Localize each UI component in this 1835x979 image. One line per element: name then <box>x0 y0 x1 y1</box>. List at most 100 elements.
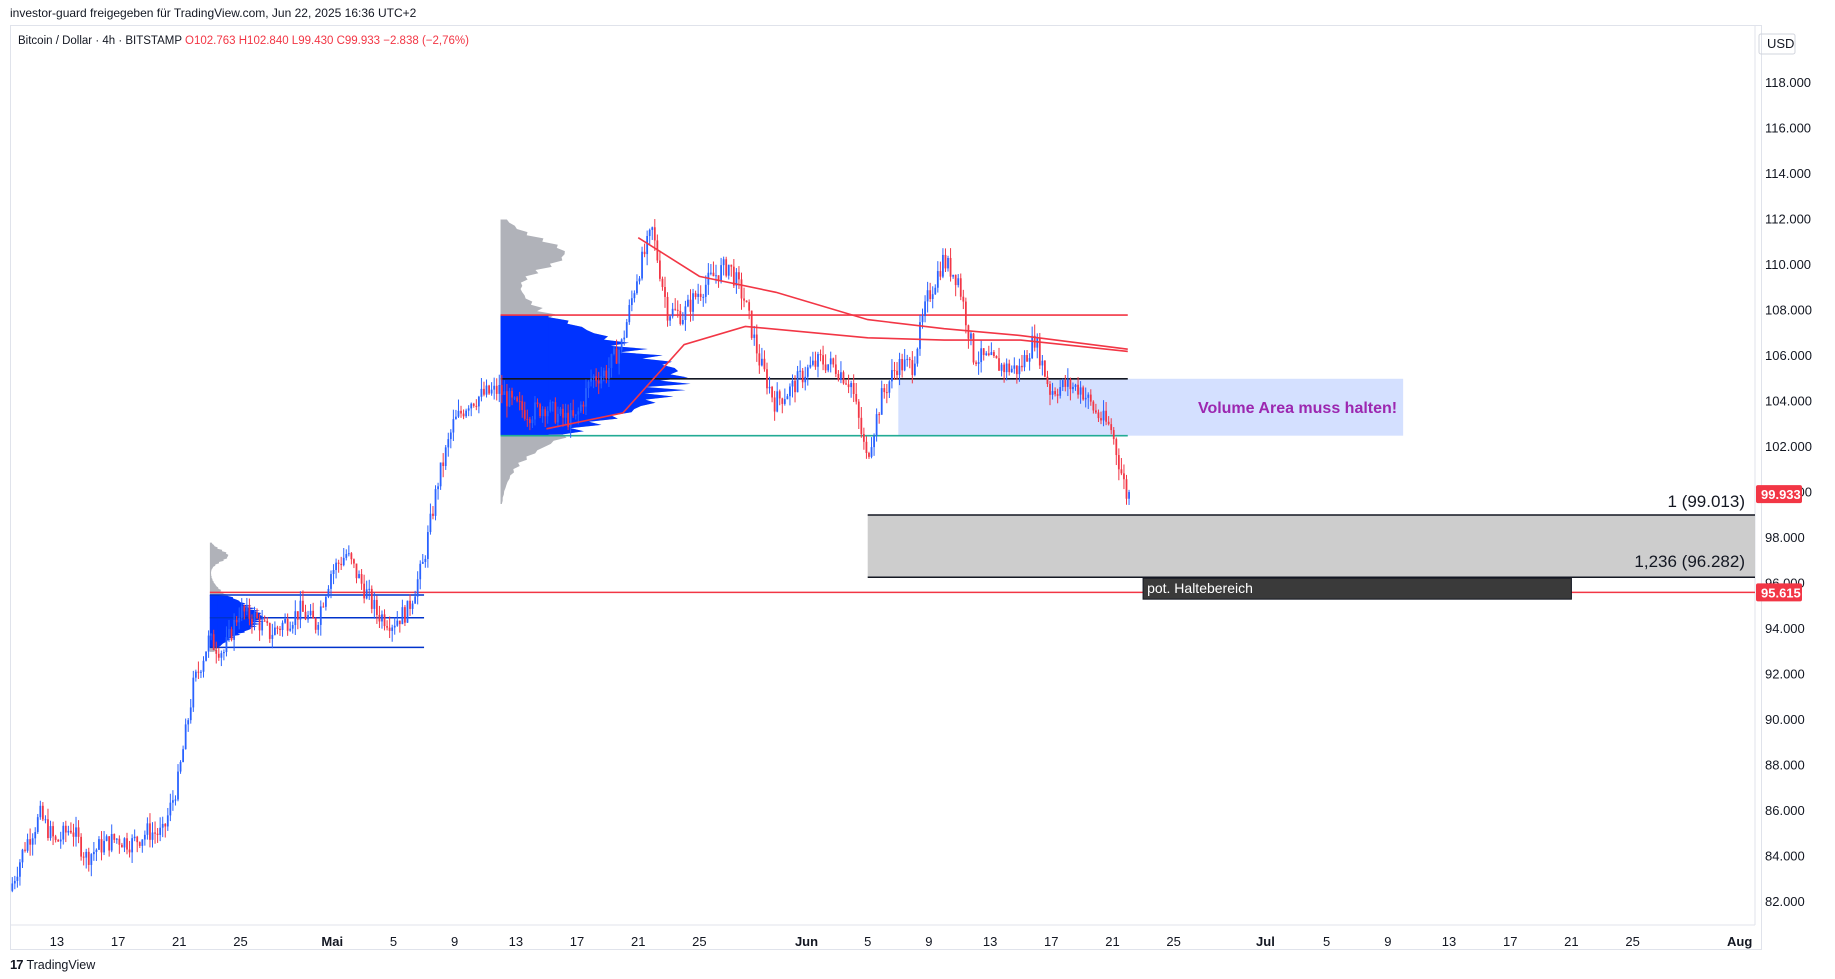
candle-body <box>577 411 580 415</box>
y-tick-label: 94.000 <box>1765 621 1805 636</box>
candle-body <box>893 370 896 372</box>
candle-body <box>444 447 447 467</box>
y-tick-label: 108.000 <box>1765 302 1812 317</box>
candle-body <box>365 589 368 599</box>
y-tick-label: 104.000 <box>1765 394 1812 409</box>
candle-body <box>531 419 534 424</box>
candle-body <box>587 381 590 389</box>
tradingview-logo[interactable]: 17 TradingView <box>10 957 95 972</box>
candle-body <box>962 296 965 302</box>
candle-body <box>783 399 786 404</box>
candle-body <box>771 386 773 398</box>
y-tick-label: 118.000 <box>1765 75 1811 90</box>
candle-body <box>720 265 722 282</box>
candle-body <box>187 720 190 725</box>
candle-body <box>182 749 184 763</box>
candle-body <box>498 384 501 394</box>
y-tick-label: 98.000 <box>1765 530 1805 545</box>
candle-body <box>534 402 536 420</box>
candle-body <box>738 272 740 280</box>
candle-body <box>539 404 541 417</box>
candle-body <box>378 614 381 622</box>
candle-body <box>618 349 620 364</box>
candle-body <box>671 308 674 317</box>
candle-body <box>687 299 689 307</box>
candle-body <box>493 385 496 390</box>
candle-body <box>391 627 394 631</box>
candle-body <box>457 410 460 417</box>
candle-body <box>1021 365 1023 368</box>
candle-body <box>681 319 684 324</box>
candle-body <box>416 579 419 597</box>
candle-body <box>766 369 768 389</box>
candle-body <box>508 390 511 407</box>
candle-body <box>898 358 901 376</box>
candle-body <box>913 363 916 376</box>
x-tick-label: 21 <box>172 934 186 949</box>
x-tick-label: Jul <box>1256 934 1275 949</box>
value-area-box <box>898 378 1404 436</box>
candle-body <box>613 348 615 354</box>
candle-body <box>1005 363 1008 373</box>
candle-body <box>85 851 88 858</box>
candle-body <box>29 839 32 845</box>
candle-body <box>845 383 847 385</box>
candle-body <box>16 876 19 881</box>
candle-body <box>243 606 246 612</box>
candle-body <box>340 563 343 566</box>
candle-body <box>506 391 508 407</box>
candle-body <box>763 358 766 370</box>
x-tick-label: 9 <box>451 934 458 949</box>
candle-body <box>1038 337 1041 366</box>
candle-body <box>799 370 802 372</box>
candle-body <box>750 310 753 338</box>
candle-body <box>409 600 411 609</box>
candle-body <box>1031 335 1034 359</box>
x-tick-label: Aug <box>1727 934 1752 949</box>
candle-body <box>375 599 378 615</box>
candle-body <box>954 274 957 286</box>
candle-body <box>332 570 335 575</box>
candle-body <box>381 614 383 622</box>
candle-body <box>98 839 100 850</box>
zone-tag-box <box>1142 577 1572 600</box>
symbol-legend: Bitcoin / Dollar · 4h · BITSTAMP O102.76… <box>18 35 469 47</box>
candle-body <box>322 606 325 608</box>
candle-body <box>133 836 136 839</box>
candle-body <box>271 634 274 639</box>
candle-body <box>1102 410 1105 421</box>
candle-body <box>161 823 164 828</box>
candle-body <box>245 604 248 612</box>
candle-body <box>284 619 286 623</box>
candle-body <box>597 380 600 384</box>
candle-body <box>536 402 539 405</box>
candle-body <box>513 397 516 399</box>
candle-body <box>225 637 228 653</box>
candle-body <box>263 620 266 622</box>
y-tick-label: 92.000 <box>1765 667 1805 682</box>
candle-body <box>977 362 980 364</box>
candle-body <box>309 610 312 616</box>
candle-body <box>330 574 332 589</box>
symbol-name[interactable]: Bitcoin / Dollar · 4h · BITSTAMP <box>18 35 182 47</box>
candle-body <box>141 839 144 846</box>
candle-body <box>929 290 932 300</box>
candle-body <box>437 486 439 490</box>
candle-body <box>467 408 470 411</box>
candle-body <box>192 677 195 708</box>
fib-level-1-label: 1 (99.013) <box>1668 492 1746 511</box>
candle-body <box>200 671 202 673</box>
candle-body <box>1077 384 1079 395</box>
candle-body <box>240 606 243 618</box>
candle-body <box>1010 368 1013 373</box>
candle-body <box>1087 394 1090 398</box>
x-tick-label: 25 <box>692 934 706 949</box>
candle-body <box>110 834 113 851</box>
x-tick-label: 9 <box>925 934 932 949</box>
candle-body <box>100 839 103 853</box>
candle-body <box>495 385 498 394</box>
candle-body <box>1095 410 1097 413</box>
y-tick-label: 102.000 <box>1765 439 1812 454</box>
candle-body <box>753 334 756 338</box>
